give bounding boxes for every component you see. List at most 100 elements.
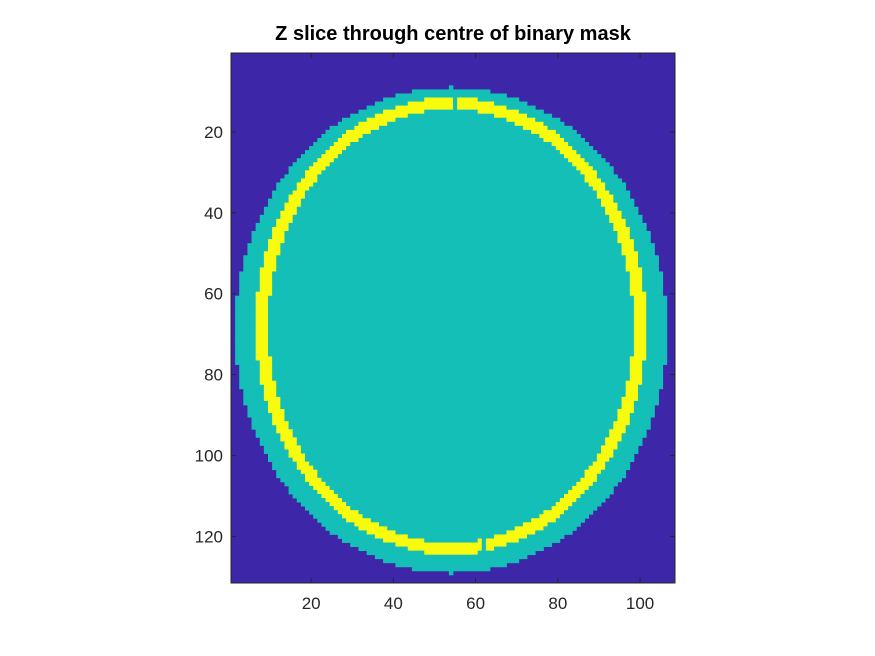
- head-cell: [239, 384, 265, 390]
- head-cell: [280, 178, 302, 183]
- head-cell: [617, 206, 639, 212]
- ring-cell: [633, 352, 647, 357]
- head-cell: [362, 133, 540, 139]
- head-cell: [300, 198, 602, 204]
- ring-cell: [617, 239, 635, 244]
- ring-cell: [629, 368, 643, 374]
- ring-cell: [609, 429, 627, 434]
- ring-cell: [309, 481, 326, 487]
- head-cell: [346, 502, 557, 507]
- ring-cell: [633, 340, 647, 345]
- head-cell: [235, 311, 257, 317]
- head-cell: [638, 251, 655, 256]
- head-cell: [646, 320, 668, 325]
- head-cell: [638, 255, 659, 260]
- ring-cell: [424, 97, 454, 102]
- head-cell: [284, 413, 618, 418]
- head-cell: [621, 214, 643, 220]
- ring-cell: [477, 109, 520, 115]
- head-cell: [259, 437, 281, 442]
- head-cell: [379, 125, 524, 131]
- head-cell: [243, 396, 265, 402]
- ring-cell: [268, 409, 285, 414]
- ring-cell: [366, 530, 396, 535]
- ring-cell: [313, 162, 331, 167]
- head-cell: [333, 489, 569, 495]
- ring-cell: [259, 364, 273, 369]
- ring-cell: [276, 218, 294, 224]
- ring-cell: [255, 303, 269, 309]
- ring-cell: [514, 121, 544, 127]
- head-cell: [272, 279, 631, 285]
- head-cell: [477, 550, 536, 556]
- y-tick-label: 100: [195, 447, 223, 466]
- ring-cell: [494, 534, 528, 539]
- ring-cell: [613, 425, 627, 430]
- head-cell: [646, 295, 668, 301]
- head-cell: [300, 449, 602, 454]
- head-cell: [284, 231, 618, 236]
- head-cell: [288, 166, 310, 171]
- head-cell: [235, 352, 257, 357]
- y-tick-label: 120: [195, 527, 223, 546]
- ring-cell: [596, 453, 614, 458]
- ring-cell: [395, 542, 483, 547]
- head-cell: [646, 348, 668, 353]
- ring-cell: [592, 461, 606, 467]
- head-cell: [268, 453, 289, 458]
- head-cell: [448, 85, 454, 90]
- ring-cell: [276, 222, 289, 228]
- head-cell: [288, 425, 614, 430]
- ring-cell: [576, 166, 594, 171]
- head-cell: [276, 380, 627, 386]
- ring-cell: [564, 493, 581, 499]
- head-cell: [407, 534, 495, 539]
- ring-cell: [292, 190, 306, 196]
- ring-cell: [284, 206, 298, 212]
- head-cell: [395, 530, 507, 535]
- head-cell: [251, 417, 273, 422]
- ring-cell: [609, 218, 627, 224]
- head-cell: [346, 146, 557, 151]
- head-cell: [576, 498, 606, 503]
- ring-cell: [268, 243, 281, 248]
- head-cell: [633, 409, 655, 414]
- head-cell: [268, 340, 635, 345]
- head-cell: [646, 311, 668, 317]
- ring-cell: [272, 226, 289, 232]
- ring-cell: [366, 117, 396, 123]
- head-cell: [239, 271, 261, 276]
- ring-cell: [395, 105, 454, 111]
- ring-cell: [588, 465, 606, 471]
- ring-cell: [255, 352, 269, 357]
- ring-cell: [272, 417, 285, 422]
- head-cell: [605, 465, 631, 471]
- head-cell: [239, 380, 261, 386]
- head-cell: [605, 461, 631, 467]
- ring-cell: [276, 429, 294, 434]
- head-cell: [370, 518, 532, 523]
- head-cell: [453, 105, 458, 111]
- ring-cell: [358, 526, 388, 531]
- head-cell: [543, 121, 565, 127]
- head-cell: [272, 291, 631, 297]
- ring-cell: [272, 413, 285, 418]
- ring-cell: [568, 489, 585, 495]
- head-cell: [617, 441, 643, 446]
- ring-cell: [621, 247, 635, 252]
- ring-cell: [605, 437, 622, 442]
- head-cell: [325, 481, 577, 487]
- ring-cell: [255, 307, 269, 313]
- head-cell: [239, 275, 261, 280]
- head-cell: [255, 433, 281, 438]
- ring-cell: [354, 522, 380, 527]
- head-cell: [288, 226, 614, 232]
- head-cell: [292, 162, 314, 167]
- head-cell: [555, 129, 577, 135]
- head-cell: [243, 263, 265, 268]
- ring-cell: [601, 445, 618, 450]
- head-cell: [518, 109, 544, 115]
- head-cell: [642, 380, 664, 386]
- head-cell: [596, 473, 627, 479]
